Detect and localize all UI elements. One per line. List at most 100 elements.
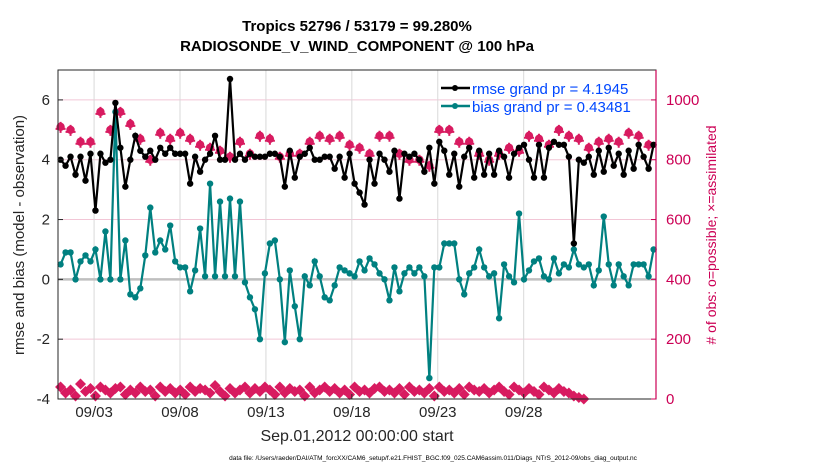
obs-assimilated-point [533, 389, 545, 401]
bias-point [167, 222, 174, 229]
rmse-point [241, 156, 249, 163]
rmse-point [585, 153, 593, 160]
y2-tick-label: 600 [666, 212, 691, 229]
bias-point [520, 276, 528, 283]
bias-point [171, 258, 179, 265]
bias-point [466, 270, 473, 277]
obs-possible-point [563, 130, 574, 142]
obs-assimilated-point [114, 381, 126, 393]
bias-point [361, 267, 368, 274]
bias-point [221, 273, 229, 280]
y2-tick-label: 400 [666, 271, 691, 288]
x-tick-label: 09/18 [333, 404, 371, 421]
rmse-point [625, 147, 632, 154]
bias-point [406, 264, 413, 271]
y2-tick-label: 800 [666, 152, 691, 169]
rmse-point [381, 156, 388, 163]
rmse-point [276, 153, 284, 160]
x-tick-label: 09/03 [75, 404, 113, 421]
rmse-point [67, 153, 74, 160]
obs-possible-point [234, 136, 245, 148]
rmse-point [540, 174, 548, 181]
rmse-point [635, 141, 642, 148]
bias-point [545, 276, 553, 283]
bias-point [67, 249, 74, 256]
rmse-point [436, 138, 443, 145]
rmse-point [451, 150, 458, 157]
obs-assimilated-point [344, 389, 356, 401]
obs-possible-point [334, 130, 345, 142]
bias-point [251, 306, 259, 313]
bias-point [416, 264, 423, 271]
rmse-point [321, 153, 328, 160]
y-tick-label: -4 [37, 391, 50, 408]
rmse-point [565, 153, 573, 160]
bias-point [271, 237, 279, 244]
rmse-point [495, 147, 503, 154]
obs-possible-point [434, 124, 445, 136]
bias-point [281, 338, 289, 346]
y2-tick-label: 0 [666, 391, 674, 408]
rmse-point [406, 153, 413, 160]
rmse-point [256, 153, 264, 160]
bias-point [510, 279, 518, 286]
bias-point [615, 261, 622, 268]
legend-rmse-marker [452, 85, 458, 91]
rmse-point [610, 162, 617, 169]
bias-point [540, 273, 548, 280]
obs-possible-point [573, 133, 584, 145]
y-tick-label: 4 [42, 152, 50, 169]
rmse-point [371, 180, 378, 187]
rmse-point [346, 150, 353, 157]
rmse-point [386, 168, 393, 175]
bias-point [311, 258, 318, 265]
obs-possible-point [175, 127, 186, 139]
bias-point [555, 270, 563, 277]
rmse-point [640, 153, 647, 160]
bias-point [495, 315, 503, 322]
bias-point [346, 270, 353, 277]
legend-bias-label: bias grand pr = 0.43481 [472, 99, 631, 116]
rmse-point [226, 75, 234, 83]
obs-possible-point [195, 139, 206, 151]
bias-point [650, 246, 657, 253]
bias-point [500, 261, 508, 268]
rmse-point [590, 171, 597, 178]
bias-point [241, 279, 249, 286]
obs-possible-point [324, 133, 335, 145]
rmse-point [366, 156, 373, 163]
left-y-ticks: -4 -2 0 2 4 6 [37, 92, 63, 408]
y2-tick-label: 1000 [666, 92, 699, 109]
bias-point [142, 252, 149, 259]
rmse-point [475, 147, 483, 154]
obs-possible-point [354, 142, 365, 154]
rmse-point [127, 156, 134, 163]
bias-series [57, 108, 657, 382]
rmse-point [137, 147, 144, 154]
obs-possible-point [264, 133, 275, 145]
obs-possible-point [504, 142, 515, 154]
rmse-point [221, 156, 229, 163]
rmse-point [142, 153, 149, 160]
bias-point [396, 288, 403, 295]
bias-point [306, 282, 313, 289]
x-tick-label: 09/28 [505, 404, 543, 421]
rmse-point [595, 147, 602, 154]
bias-point [286, 267, 294, 274]
bias-point [610, 282, 617, 289]
rmse-point [251, 153, 259, 160]
obs-possible-point [613, 136, 624, 148]
rmse-point [181, 150, 189, 157]
rmse-point [480, 171, 488, 178]
bias-point [376, 270, 383, 277]
bias-point [381, 276, 388, 283]
rmse-point [461, 153, 468, 160]
bias-point [82, 252, 89, 259]
obs-assimilated-point [179, 389, 191, 401]
bias-point [291, 303, 298, 310]
right-y-ticks: 0 200 400 600 800 1000 [651, 92, 699, 408]
bias-point [391, 264, 398, 271]
rmse-point [176, 150, 184, 157]
bias-point [216, 198, 224, 205]
obs-possible-point [623, 127, 634, 139]
